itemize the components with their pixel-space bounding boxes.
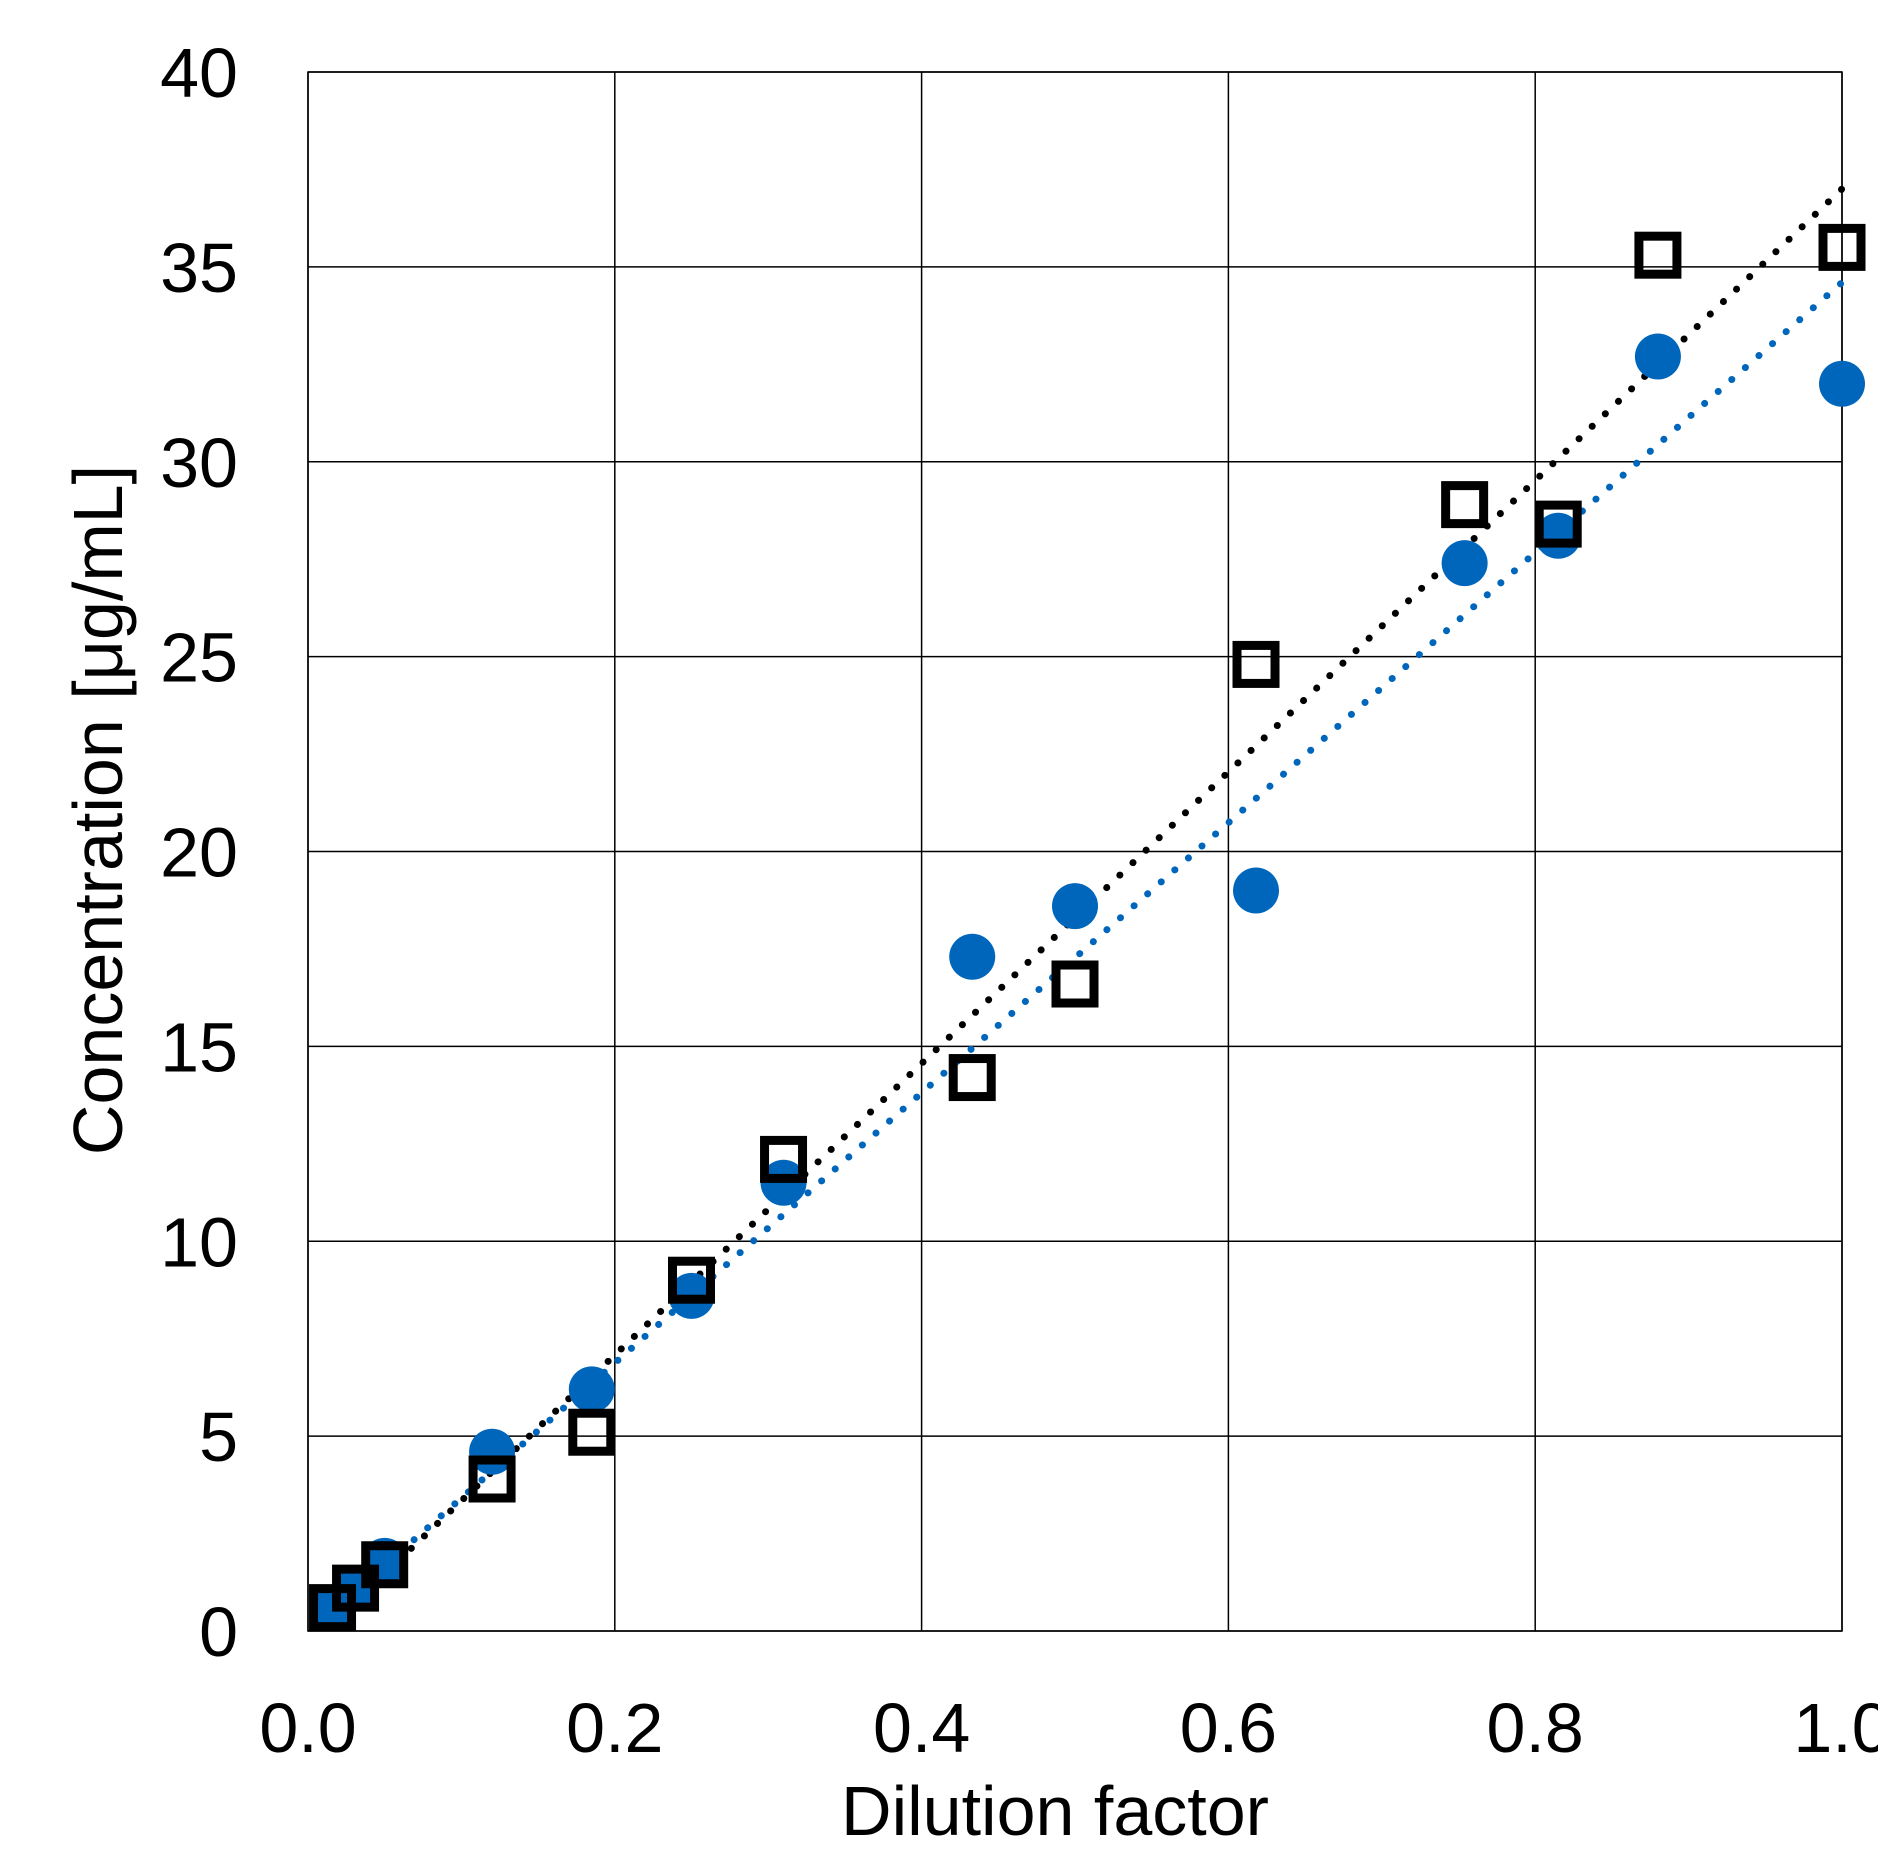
square-data-point	[468, 1455, 516, 1503]
square-data-point	[1818, 223, 1866, 271]
square-data-point	[1441, 481, 1489, 529]
x-tick-label: 0.4	[873, 1689, 970, 1767]
square-data-point	[668, 1256, 715, 1304]
circle-data-point	[1441, 540, 1488, 587]
square-data-point	[948, 1054, 996, 1102]
square-data-point	[760, 1135, 808, 1183]
circle-data-point	[1052, 883, 1098, 930]
x-axis-title: Dilution factor	[841, 1772, 1269, 1850]
square-data-point	[1051, 960, 1099, 1008]
grid	[307, 71, 1843, 1632]
x-tick-label: 0.8	[1487, 1689, 1584, 1767]
y-tick-label: 5	[199, 1398, 238, 1476]
y-tick-label: 25	[160, 619, 238, 697]
y-tick-label: 0	[199, 1593, 238, 1671]
y-tick-label: 35	[160, 229, 238, 307]
square-data-point	[1232, 640, 1280, 688]
square-data-point	[361, 1541, 409, 1589]
y-tick-label: 20	[160, 814, 238, 892]
plot-area-border	[307, 71, 1843, 1632]
y-tick-label: 30	[160, 424, 238, 502]
y-tick-label: 15	[160, 1008, 238, 1086]
circle-data-point	[1634, 333, 1681, 380]
circle-data-point	[1819, 360, 1865, 407]
data-points	[309, 223, 1866, 1632]
x-tick-label: 0.0	[259, 1689, 356, 1767]
circle-data-point	[1233, 867, 1280, 914]
square-data-point	[1534, 500, 1582, 548]
circle-data-point	[949, 933, 996, 980]
square-data-point	[568, 1408, 616, 1456]
x-tick-label: 0.6	[1180, 1689, 1277, 1767]
square-data-point	[1634, 231, 1682, 279]
y-axis-title: Concentration [μg/mL]	[59, 465, 137, 1155]
tick-labels: 0.0 0.2 0.4 0.6 0.8 1.0 0 5 10 15 20 25 30 35 40	[160, 34, 1878, 1767]
y-tick-label: 10	[160, 1203, 238, 1281]
x-tick-label: 0.2	[566, 1689, 663, 1767]
x-tick-label: 1.0	[1793, 1689, 1878, 1767]
circle-data-point	[568, 1366, 615, 1413]
y-tick-label: 40	[160, 34, 238, 112]
